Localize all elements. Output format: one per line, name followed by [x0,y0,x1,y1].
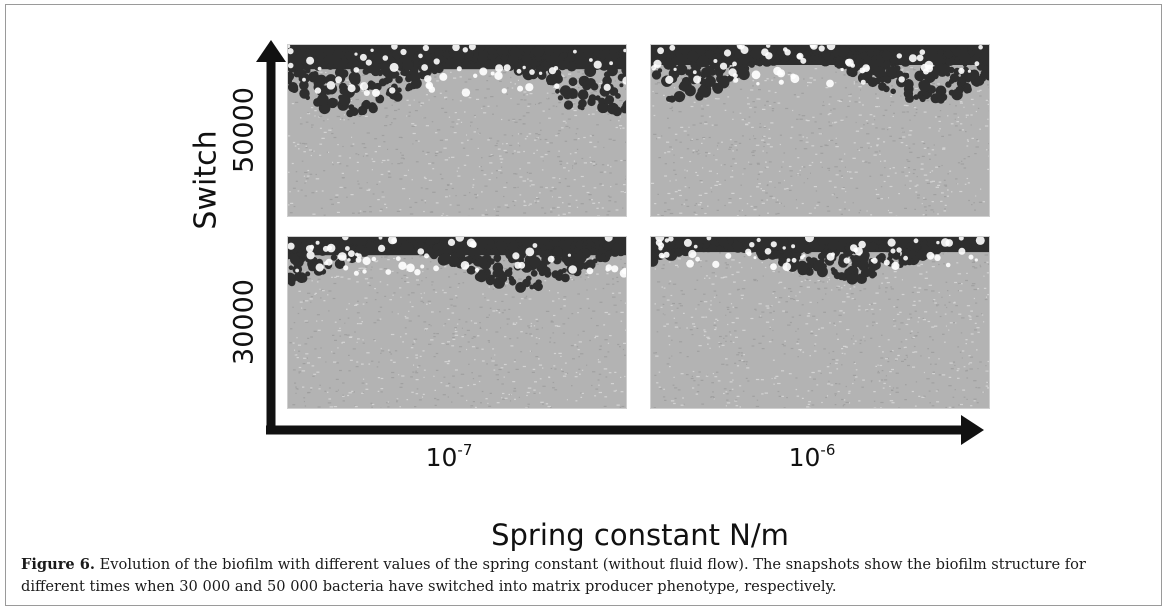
x-tick-1e-7-base: 10 [425,443,458,472]
y-tick-30000: 30000 [228,279,260,365]
y-tick-50000: 50000 [228,87,260,173]
x-axis-arrowhead [961,415,984,445]
x-tick-1e-7-exponent: -7 [457,441,473,459]
y-axis-label: Switch [188,130,224,230]
x-tick-1e-6-base: 10 [788,443,821,472]
panel-switch-30000-k-1e-6 [650,236,990,409]
y-axis-arrowhead [256,40,286,62]
caption-label: Figure 6. [21,556,96,573]
panel-switch-30000-k-1e-7 [287,236,627,409]
x-tick-1e-6-exponent: -6 [820,441,836,459]
panel-switch-50000-k-1e-7 [287,44,627,217]
x-tick-1e-6: 10-6 [789,441,836,472]
x-tick-1e-7: 10-7 [426,441,473,472]
figure-caption: Figure 6. Evolution of the biofilm with … [21,554,1151,598]
panel-switch-50000-k-1e-6 [650,44,990,217]
x-axis-label: Spring constant N/m [491,518,789,552]
caption-text: Evolution of the biofilm with different … [21,556,1086,595]
